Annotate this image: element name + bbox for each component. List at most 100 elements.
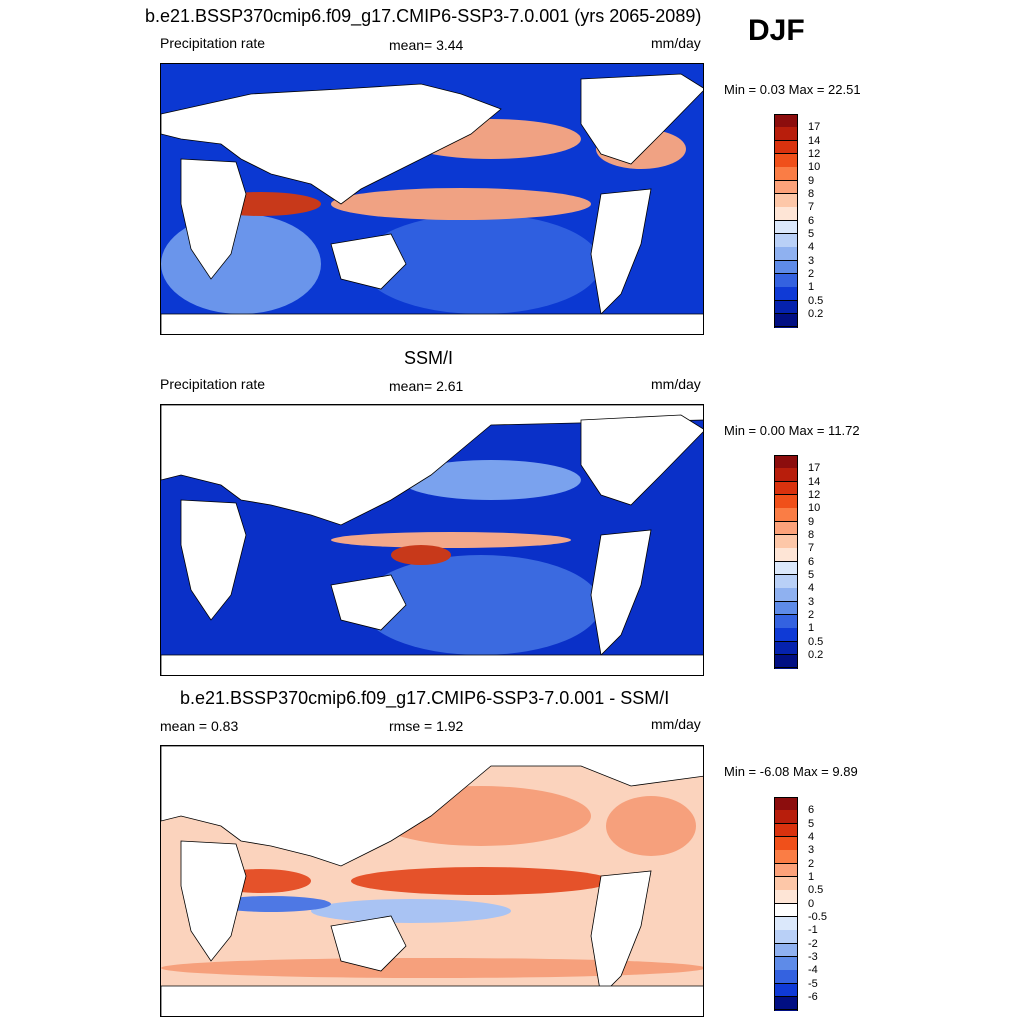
colorbar-tick-label: 7 xyxy=(808,542,815,555)
colorbar-swatch xyxy=(774,220,798,235)
colorbar-swatch xyxy=(774,207,798,222)
colorbar-swatch xyxy=(774,588,798,603)
panel-1-title: b.e21.BSSP370cmip6.f09_g17.CMIP6-SSP3-7.… xyxy=(145,6,702,26)
colorbar-swatch xyxy=(774,561,798,576)
continents xyxy=(161,746,703,1016)
panel-2-map-svg xyxy=(161,405,703,675)
precip-zone xyxy=(161,214,321,314)
colorbar-tick-label: 10 xyxy=(808,502,821,515)
panel-3-title: b.e21.BSSP370cmip6.f09_g17.CMIP6-SSP3-7.… xyxy=(180,688,670,708)
colorbar-swatch xyxy=(774,468,798,483)
colorbar-swatch xyxy=(774,481,798,496)
colorbar-tick-label: 1 xyxy=(808,281,815,294)
difference-zone xyxy=(351,867,611,895)
colorbar-tick-label: 14 xyxy=(808,475,821,488)
colorbar-swatch xyxy=(774,260,798,275)
colorbar-swatch xyxy=(774,233,798,248)
colorbar-tick-label: -4 xyxy=(808,964,818,977)
precip-zone xyxy=(331,188,591,220)
colorbar-tick-label: -2 xyxy=(808,937,818,950)
colorbar-swatch xyxy=(774,850,798,865)
colorbar-tick-label: 5 xyxy=(808,227,815,240)
colorbar-tick-label: 8 xyxy=(808,528,815,541)
colorbar-swatch xyxy=(774,943,798,958)
panel-3-mean-label: mean = 0.83 xyxy=(160,718,239,734)
colorbar-swatch xyxy=(774,534,798,549)
panel-1-map-svg xyxy=(161,64,703,334)
colorbar-swatch xyxy=(774,508,798,523)
colorbar-tick-label: 2 xyxy=(808,608,815,621)
colorbar-tick-label: 17 xyxy=(808,462,821,475)
colorbar-swatch xyxy=(774,114,798,128)
colorbar-swatch xyxy=(774,996,798,1011)
colorbar-tick-label: 9 xyxy=(808,515,815,528)
colorbar-swatch xyxy=(774,810,798,825)
colorbar-tick-label: 4 xyxy=(808,241,815,254)
colorbar-tick-label: 0.2 xyxy=(808,648,824,661)
colorbar-tick-label: 0.5 xyxy=(808,294,824,307)
panel-3-units-label: mm/day xyxy=(651,716,701,732)
colorbar-tick-label: 17 xyxy=(808,121,821,134)
colorbar-tick-label: 5 xyxy=(808,568,815,581)
difference-zone xyxy=(311,899,511,923)
colorbar-tick-label: 4 xyxy=(808,830,815,843)
precip-zone xyxy=(361,555,601,655)
panel-1-variable-label: Precipitation rate xyxy=(160,35,266,51)
colorbar-tick-label: -6 xyxy=(808,990,818,1003)
colorbar-tick-label: 14 xyxy=(808,134,821,147)
colorbar-swatch xyxy=(774,601,798,616)
colorbar-tick-label: 3 xyxy=(808,254,815,267)
colorbar-tick-label: 2 xyxy=(808,857,815,870)
colorbar-tick-label: 12 xyxy=(808,147,821,160)
colorbar-swatch xyxy=(774,167,798,182)
colorbar-tick-label: -3 xyxy=(808,950,818,963)
panel-2-mean-label: mean= 2.61 xyxy=(389,378,464,394)
colorbar-swatch xyxy=(774,876,798,891)
colorbar-swatch xyxy=(774,287,798,302)
colorbar-tick-label: 12 xyxy=(808,488,821,501)
colorbar-swatch xyxy=(774,313,798,328)
colorbar-swatch xyxy=(774,455,798,469)
colorbar-tick-label: 9 xyxy=(808,174,815,187)
colorbar-tick-label: 0.5 xyxy=(808,635,824,648)
colorbar-swatch xyxy=(774,193,798,208)
colorbar-tick-label: 0.2 xyxy=(808,307,824,320)
colorbar-swatch xyxy=(774,127,798,142)
colorbar-swatch xyxy=(774,823,798,838)
colorbar-swatch xyxy=(774,153,798,168)
colorbar-tick-label: 10 xyxy=(808,161,821,174)
colorbar-swatch xyxy=(774,903,798,918)
panel-3-minmax: Min = -6.08 Max = 9.89 xyxy=(724,764,858,779)
continents xyxy=(161,73,703,334)
precip-zone xyxy=(361,214,601,314)
panel-2-units-label: mm/day xyxy=(651,376,701,392)
difference-zone xyxy=(211,896,331,912)
colorbar-swatch xyxy=(774,836,798,851)
colorbar-tick-label: 1 xyxy=(808,622,815,635)
colorbar-tick-label: 3 xyxy=(808,844,815,857)
difference-zone xyxy=(606,796,696,856)
colorbar-swatch xyxy=(774,180,798,195)
colorbar-tick-label: 1 xyxy=(808,870,815,883)
colorbar-swatch xyxy=(774,641,798,656)
panel-3-map-svg xyxy=(161,746,703,1016)
colorbar-tick-label: 8 xyxy=(808,187,815,200)
panel-1-map xyxy=(160,63,704,335)
colorbar-swatch xyxy=(774,273,798,288)
panel-1-minmax: Min = 0.03 Max = 22.51 xyxy=(724,82,861,97)
colorbar-tick-label: -5 xyxy=(808,977,818,990)
colorbar-swatch xyxy=(774,300,798,315)
colorbar-tick-label: 0 xyxy=(808,897,815,910)
colorbar-tick-label: 3 xyxy=(808,595,815,608)
colorbar-swatch xyxy=(774,614,798,629)
colorbar-swatch xyxy=(774,956,798,971)
panel-1-mean-label: mean= 3.44 xyxy=(389,37,464,53)
colorbar-swatch xyxy=(774,494,798,509)
panel-2-map xyxy=(160,404,704,676)
difference-zone xyxy=(161,958,703,978)
precip-zone xyxy=(401,460,581,500)
colorbar-swatch xyxy=(774,863,798,878)
colorbar-swatch xyxy=(774,654,798,669)
precip-zone xyxy=(391,545,451,565)
colorbar-tick-label: 0.5 xyxy=(808,884,824,897)
